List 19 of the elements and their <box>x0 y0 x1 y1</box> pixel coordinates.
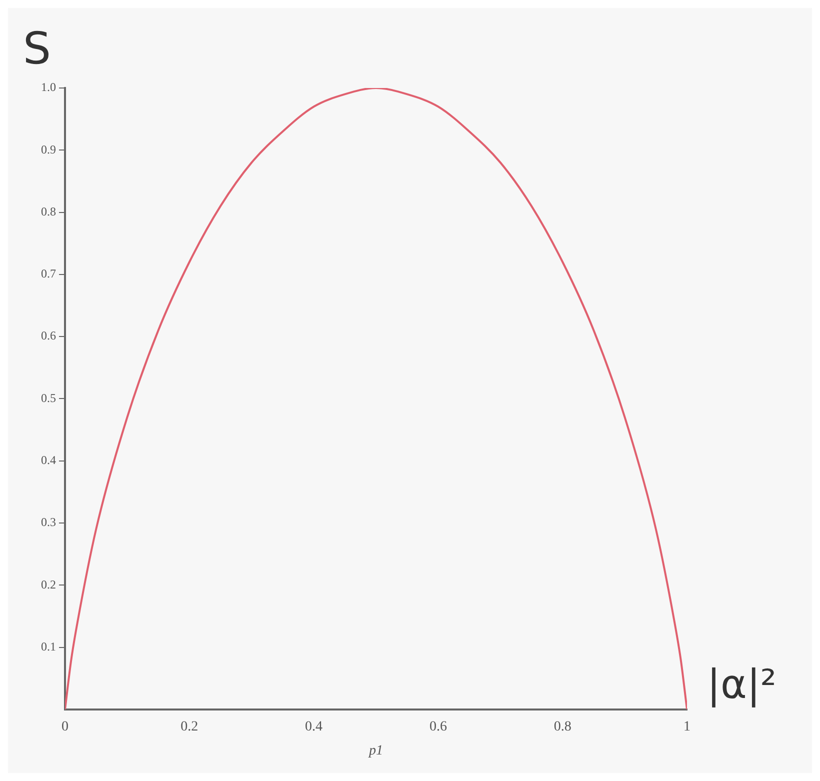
x-tick-label: 0.4 <box>305 719 323 734</box>
y-tick-label: 0.9 <box>41 142 56 156</box>
y-tick-label: 0.7 <box>41 266 56 281</box>
x-tick-label: 0.8 <box>554 719 572 734</box>
x-tick-label: 0 <box>62 719 68 734</box>
x-axis-title: p1 <box>368 743 383 758</box>
y-tick-label: 0.1 <box>41 639 56 654</box>
y-tick-label: 0.5 <box>41 390 56 405</box>
y-tick-label: 0.6 <box>41 328 56 343</box>
x-tick-label: 0.2 <box>180 719 198 734</box>
y-tick-label: 0.8 <box>41 204 56 218</box>
y-tick-label: 0.3 <box>41 515 56 530</box>
y-tick-label: 0.2 <box>41 577 56 592</box>
text: |α|² <box>707 662 776 708</box>
x-tick-label: 1 <box>684 719 690 734</box>
y-axis-title: S <box>23 23 51 74</box>
x-tick-label: 0.6 <box>429 719 447 734</box>
y-tick-label: 1.0 <box>41 80 56 94</box>
y-tick-label: 0.4 <box>41 452 56 467</box>
